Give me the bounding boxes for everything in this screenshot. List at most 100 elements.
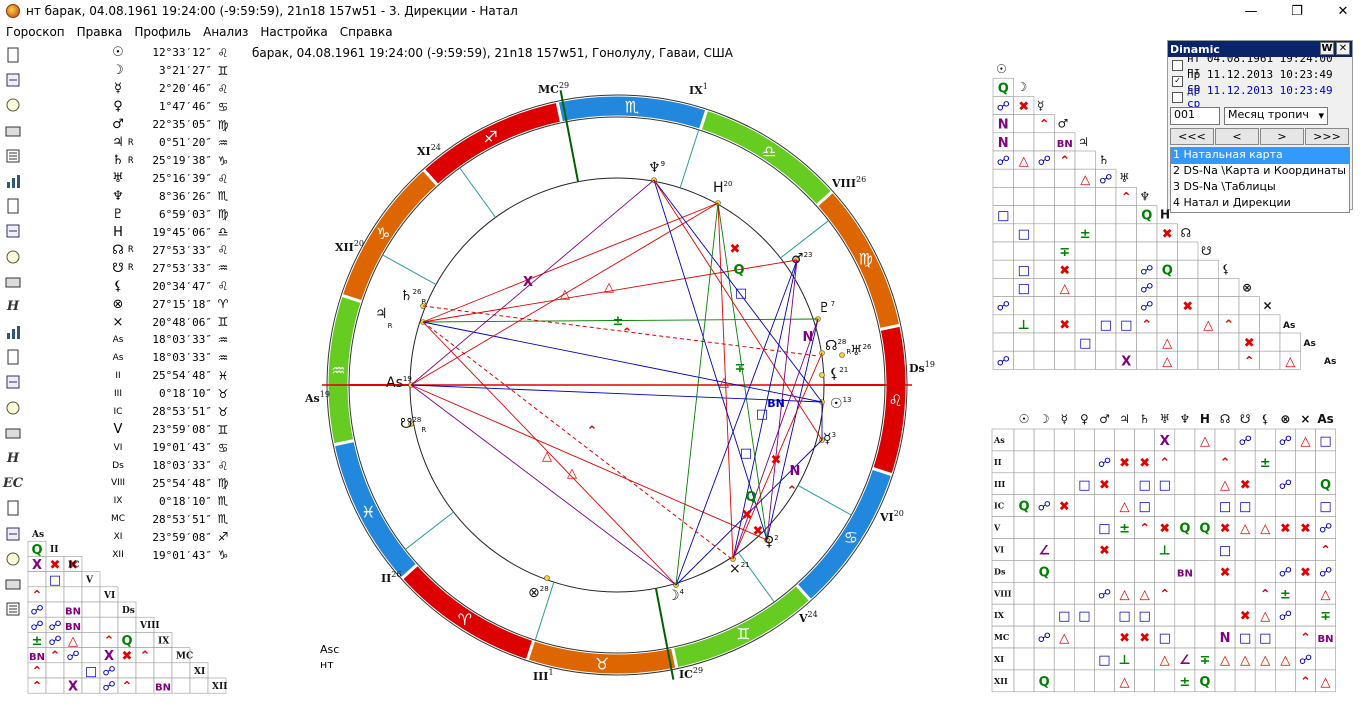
nav-button-2[interactable]: >	[1260, 128, 1304, 145]
planet-label[interactable]: ☿3	[823, 431, 836, 447]
aspect-glyph: □	[1159, 631, 1171, 646]
chart-list-item[interactable]: 3 DS-Na \Таблицы	[1173, 180, 1276, 193]
position-row: ☋ R 27°53′33″ ♒	[108, 259, 238, 277]
date-checkbox[interactable]	[1172, 59, 1183, 71]
sun-icon[interactable]	[2, 548, 24, 570]
nav-button-3[interactable]: >>>	[1305, 128, 1349, 145]
aspect-marker: Q	[745, 490, 756, 505]
position-sign: ♑	[217, 548, 229, 563]
planet-label[interactable]: ♄26 R	[400, 288, 426, 306]
checklist-icon[interactable]	[2, 69, 24, 91]
image-icon[interactable]	[2, 145, 24, 167]
toolbar-H-icon[interactable]: H	[6, 299, 20, 315]
copy-icon[interactable]	[2, 170, 24, 192]
tri-right-cell	[1074, 296, 1096, 316]
search-sound-icon[interactable]	[2, 573, 24, 595]
position-glyph: As	[112, 334, 124, 345]
chart-list-item[interactable]: 2 DS-Na \Карта и Координаты	[1173, 164, 1346, 177]
planet-label[interactable]: ♅26	[850, 343, 872, 359]
menu-profile[interactable]: Профиль	[134, 25, 192, 39]
menu-edit[interactable]: Правка	[76, 25, 123, 39]
planets-icon[interactable]	[2, 321, 24, 343]
aspect-glyph: ☍	[1319, 522, 1332, 537]
planet-label[interactable]: ☋28R	[400, 416, 426, 434]
planet-label[interactable]: H20	[713, 180, 732, 196]
tri-left-cell	[45, 586, 65, 603]
close-button[interactable]: ✕	[1337, 3, 1349, 19]
aspect-glyph: □	[1219, 500, 1231, 515]
table-cell	[1295, 560, 1316, 583]
tri-right-cell	[1013, 241, 1035, 261]
position-degree: 25°19′38″	[152, 154, 212, 168]
nav-button-0[interactable]: <<<	[1170, 128, 1214, 145]
cards-icon[interactable]	[2, 371, 24, 393]
pencil-icon[interactable]	[2, 497, 24, 519]
chart-list-item[interactable]: 1 Натальная карта	[1171, 148, 1349, 164]
aspect-glyph: Q	[1162, 263, 1173, 278]
planet-label[interactable]: ⊗28	[528, 585, 549, 601]
date-checkbox[interactable]: ✓	[1172, 75, 1183, 87]
house-label: Ds19	[909, 360, 935, 375]
planet-label[interactable]: ☉13	[830, 396, 851, 412]
toolbar-EC-icon[interactable]: EC	[2, 475, 24, 491]
planet-label[interactable]: ☊28R	[825, 338, 851, 356]
dynamic-date-row[interactable]: др 11.12.2013 10:23:49 ср	[1168, 84, 1352, 110]
menu-horoscope[interactable]: Гороскоп	[6, 25, 65, 39]
tri-right-cell	[1074, 150, 1096, 170]
planet-label[interactable]: ♇7	[818, 300, 835, 316]
date-checkbox[interactable]	[1172, 91, 1183, 103]
planet-label[interactable]: As19	[386, 375, 412, 391]
step-input[interactable]: 001	[1170, 107, 1220, 125]
dynamic-w-button[interactable]: W	[1320, 42, 1334, 55]
position-degree: 3°21′27″	[159, 64, 212, 78]
unit-select[interactable]: Месяц тропич	[1224, 107, 1328, 125]
planet-label[interactable]: ♆9	[648, 160, 665, 176]
tri-left-cell	[63, 601, 83, 618]
menu-analysis[interactable]: Анализ	[203, 25, 249, 39]
clock-icon[interactable]	[2, 523, 24, 545]
tri-right-label: ♂	[1058, 117, 1069, 131]
chart-list-item[interactable]: 4 Натал и Дирекции	[1173, 196, 1291, 209]
aspect-glyph: ⌃	[1159, 456, 1170, 471]
nav-button-1[interactable]: <	[1215, 128, 1259, 145]
planet-degree: 21	[741, 561, 750, 569]
table-row-header-cell	[991, 450, 1015, 474]
new-document-icon[interactable]	[2, 44, 24, 66]
add-icon[interactable]	[2, 94, 24, 116]
planet-label[interactable]: ♃R	[375, 306, 393, 330]
minimize-button[interactable]: —	[1244, 3, 1258, 19]
dynamic-close-button[interactable]: ✕	[1336, 42, 1350, 55]
planet-label[interactable]: ⚸21	[829, 366, 848, 382]
list-icon[interactable]	[2, 346, 24, 368]
dynamic-date-row[interactable]: ✓ пр 11.12.2013 10:23:49 ср	[1168, 68, 1352, 94]
om-icon[interactable]	[2, 422, 24, 444]
aspect-line	[675, 439, 823, 586]
tri-right-cell	[1156, 241, 1178, 261]
toolbar-H-icon[interactable]: H	[6, 450, 20, 466]
tri-right-cell	[1054, 187, 1076, 206]
table-cell	[1114, 428, 1135, 452]
table-cell	[1134, 538, 1155, 561]
position-glyph: ☊	[112, 242, 124, 258]
dynamic-panel-title: Dinamic W ✕	[1168, 41, 1352, 57]
remove-icon[interactable]	[2, 120, 24, 142]
planet-label[interactable]: ♀2	[764, 534, 779, 550]
house-label-degree: 24	[808, 610, 818, 619]
menu-help[interactable]: Справка	[339, 25, 393, 39]
zoom-icon[interactable]	[2, 598, 24, 620]
tri-left-cell	[45, 571, 65, 588]
maximize-button[interactable]: ❐	[1291, 3, 1303, 19]
aspect-glyph: △	[1060, 282, 1070, 297]
planet-dot	[819, 372, 825, 378]
planet-label[interactable]: ♂23	[791, 251, 812, 267]
print-icon[interactable]	[2, 220, 24, 242]
table-row-header: II	[994, 457, 1002, 467]
planet-label[interactable]: ×21	[729, 561, 750, 577]
planet-label[interactable]: ☽4	[667, 588, 685, 604]
bar-chart-icon[interactable]	[2, 397, 24, 419]
position-degree: 23°59′08″	[152, 530, 212, 544]
save-icon[interactable]	[2, 246, 24, 268]
calculator-icon[interactable]	[2, 271, 24, 293]
menu-settings[interactable]: Настройка	[260, 25, 328, 39]
help-icon[interactable]	[2, 195, 24, 217]
